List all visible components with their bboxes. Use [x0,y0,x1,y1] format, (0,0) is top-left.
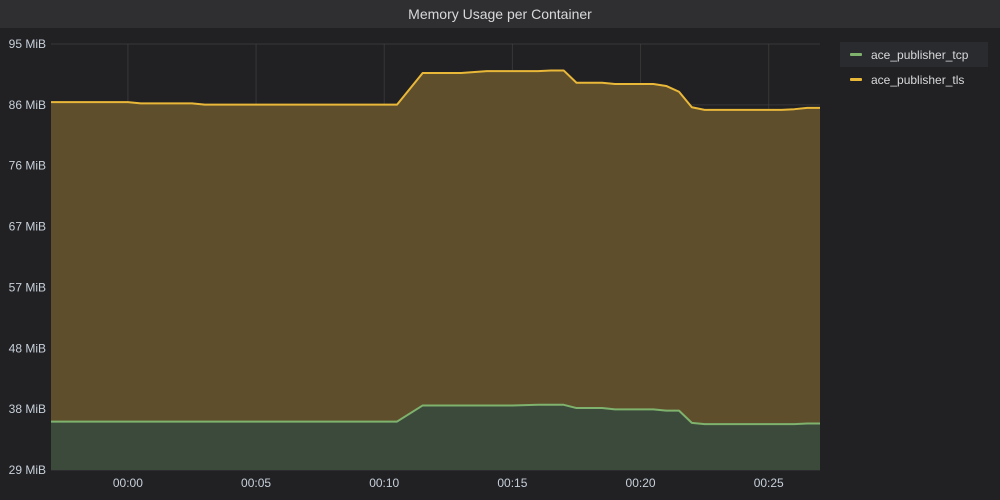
line-ace-publisher-tls[interactable] [51,69,820,111]
legend-item-tls[interactable]: ace_publisher_tls [840,67,988,92]
area-ace-publisher-tcp [51,404,820,470]
panel-title: Memory Usage per Container [408,6,592,22]
y-axis: 29 MiB 38 MiB 48 MiB 57 MiB 67 MiB 76 MiB 86 M… [9,37,46,477]
x-axis: 00:00 00:05 00:10 00:15 00:20 00:25 [113,476,784,490]
legend-swatch-tcp [850,53,862,56]
legend-label-tls: ace_publisher_tls [871,72,965,87]
legend: ace_publisher_tcp ace_publisher_tls [840,42,988,92]
y-tick-label: 29 MiB [9,463,46,477]
panel-header[interactable]: Memory Usage per Container [0,0,1000,28]
x-tick-label: 00:05 [241,476,271,490]
line-layer [51,69,820,426]
y-tick-label: 86 MiB [9,98,46,112]
area-layer [51,70,820,470]
x-tick-label: 00:25 [754,476,784,490]
legend-swatch-tls [850,78,862,81]
line-ace-publisher-tcp[interactable] [51,403,820,426]
area-ace-publisher-tls [51,70,820,425]
x-tick-label: 00:00 [113,476,143,490]
legend-label-tcp: ace_publisher_tcp [871,47,969,62]
y-tick-label: 57 MiB [9,280,46,294]
y-tick-label: 48 MiB [9,341,46,355]
y-tick-label: 76 MiB [9,159,46,173]
x-tick-label: 00:20 [626,476,656,490]
legend-item-tcp[interactable]: ace_publisher_tcp [840,42,988,67]
y-tick-label: 95 MiB [9,37,46,51]
x-tick-label: 00:10 [369,476,399,490]
y-tick-label: 38 MiB [9,402,46,416]
x-tick-label: 00:15 [497,476,527,490]
y-tick-label: 67 MiB [9,220,46,234]
